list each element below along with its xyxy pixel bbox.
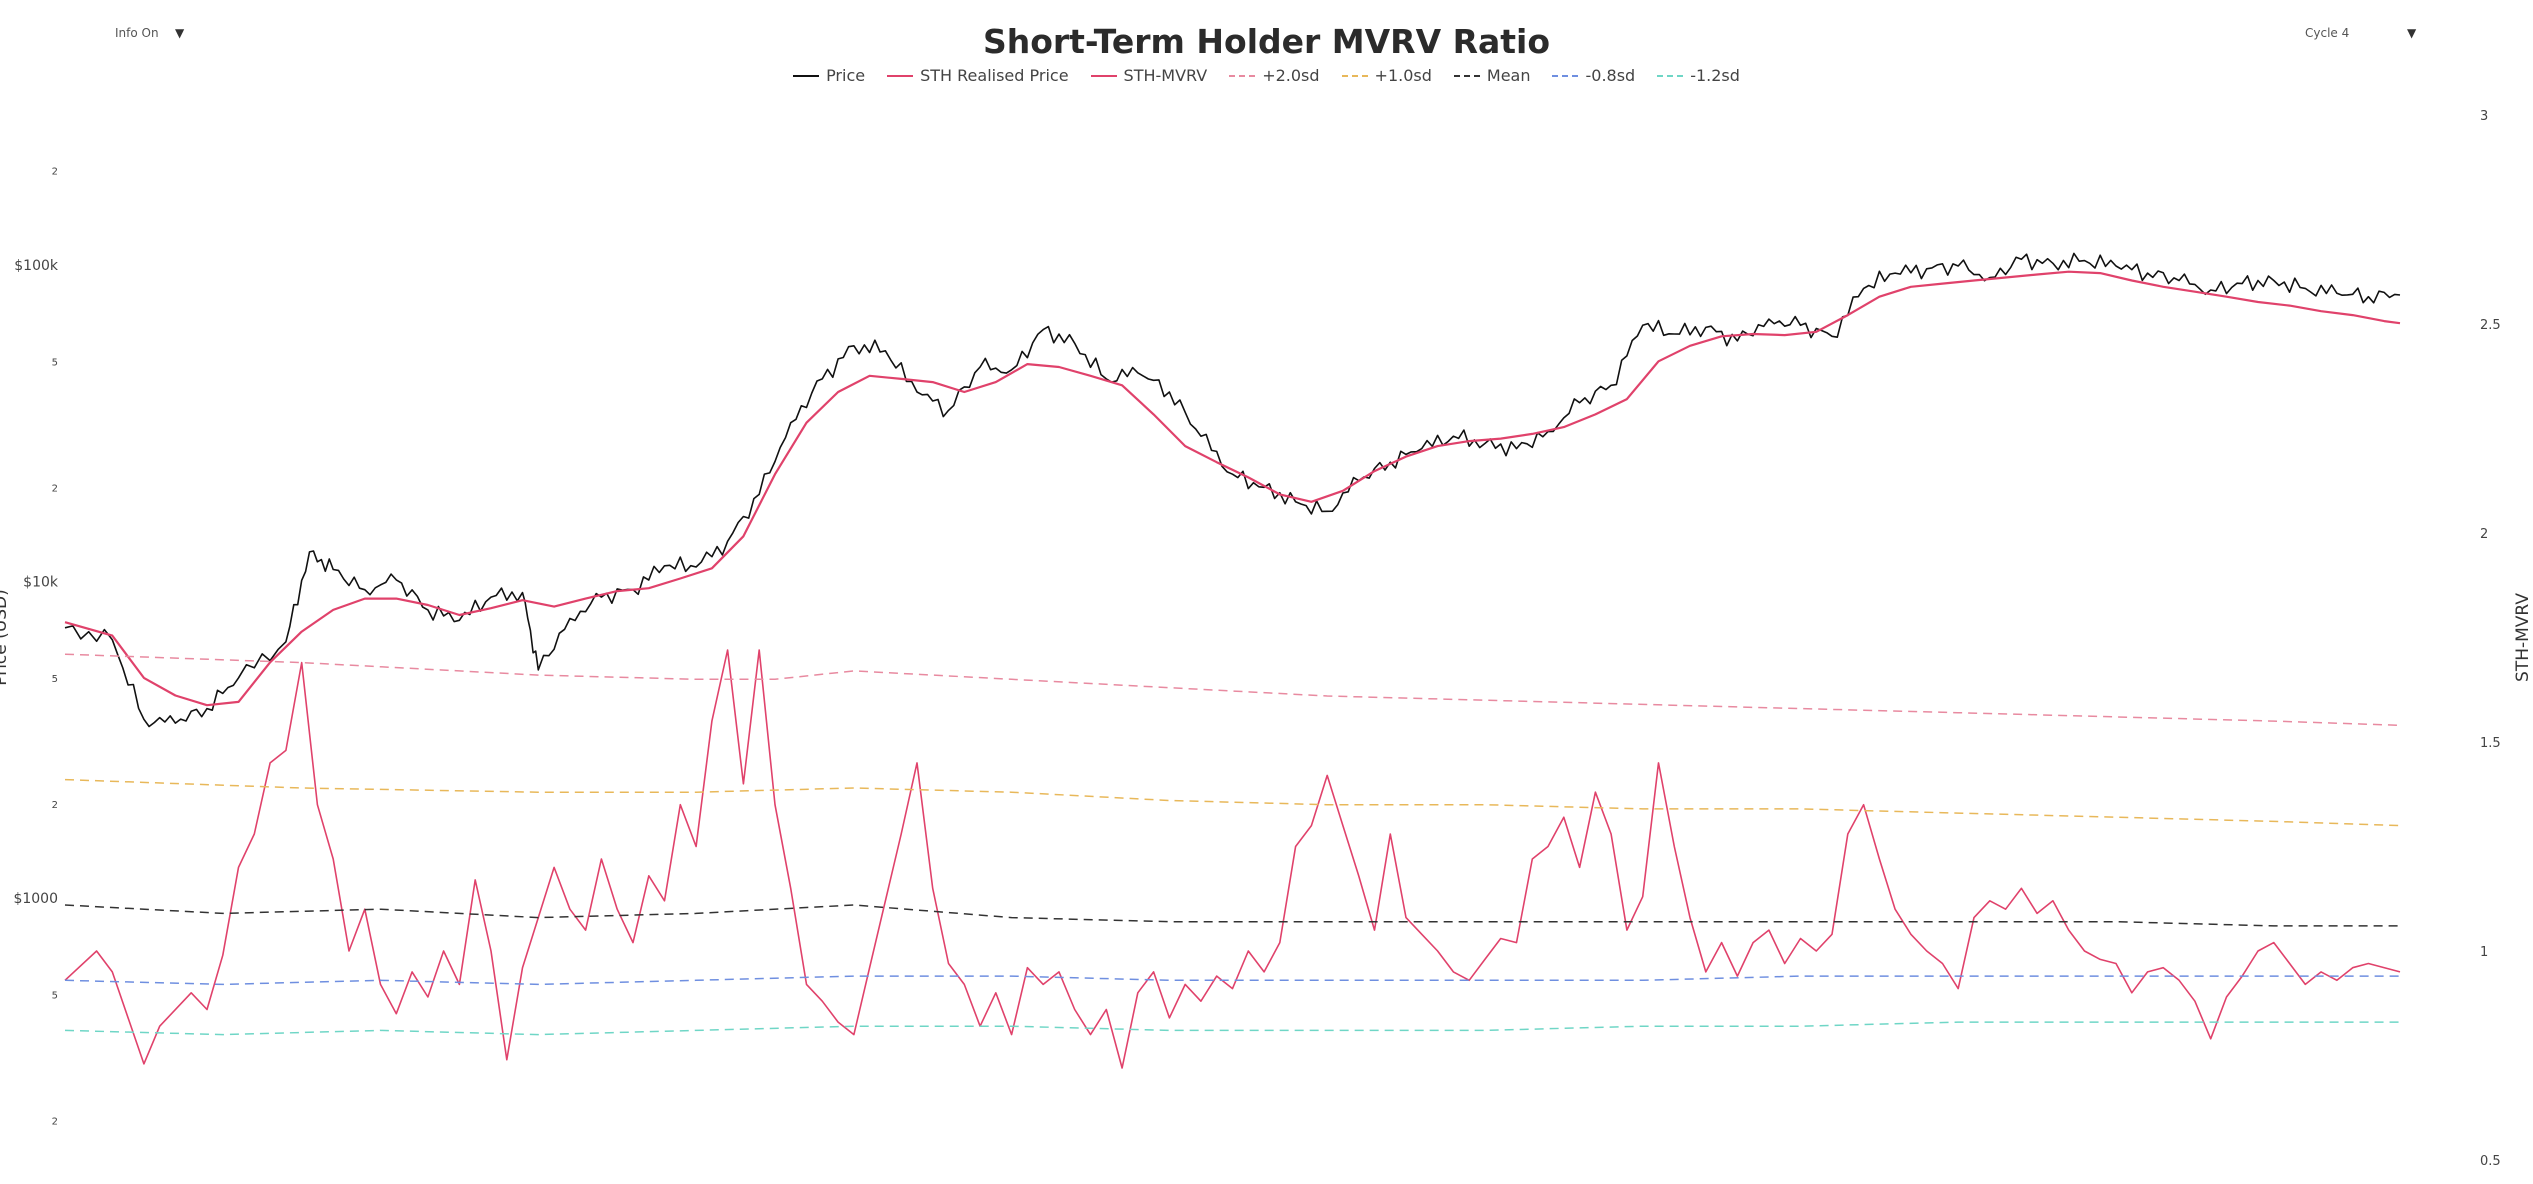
cycle-select-dropdown[interactable]: Cycle 4 ▼: [2305, 22, 2417, 44]
legend-item[interactable]: Mean: [1453, 66, 1531, 85]
legend-swatch: [1341, 74, 1368, 77]
y-left-tick-label: $10k: [23, 575, 59, 591]
legend-swatch: [887, 74, 914, 77]
legend-label: +2.0sd: [1262, 66, 1320, 85]
series-line--1-2sd: [64, 1021, 2400, 1036]
chart-legend: Price STH Realised Price STH-MVRV +2.0sd +1.…: [0, 66, 2533, 85]
y-left-tick-label: $100k: [14, 258, 59, 274]
legend-label: Price: [826, 66, 866, 85]
legend-item[interactable]: -0.8sd: [1552, 66, 1635, 85]
legend-label: -0.8sd: [1585, 66, 1636, 85]
legend-swatch: [1657, 74, 1684, 77]
legend-item[interactable]: Price: [793, 66, 865, 85]
chart-title: Short-Term Holder MVRV Ratio: [982, 22, 1551, 61]
legend-label: -1.2sd: [1690, 66, 1740, 85]
y-left-tick-label: 2: [52, 167, 58, 178]
legend-item[interactable]: STH Realised Price: [887, 66, 1069, 85]
y-left-axis-title: Price (USD): [0, 589, 11, 685]
legend-item[interactable]: STH-MVRV: [1090, 66, 1208, 85]
legend-swatch: [1552, 74, 1579, 77]
chevron-down-icon: ▼: [175, 26, 185, 40]
legend-swatch: [1229, 74, 1256, 77]
legend-swatch: [1453, 74, 1480, 77]
series-line-sth-realised-price: [64, 270, 2401, 707]
series-line--2-0sd: [64, 653, 2401, 727]
y-left-tick-label: 5: [52, 674, 58, 685]
legend-label: STH-MVRV: [1123, 66, 1208, 85]
legend-swatch: [1090, 74, 1117, 77]
y-left-tick-label: $1000: [13, 891, 58, 907]
legend-item[interactable]: -1.2sd: [1657, 66, 1740, 85]
series-line--1-0sd: [64, 778, 2401, 827]
legend-item[interactable]: +1.0sd: [1341, 66, 1432, 85]
y-right-tick-label: 0.5: [2480, 1154, 2501, 1169]
legend-item[interactable]: +2.0sd: [1229, 66, 1320, 85]
legend-swatch: [793, 74, 820, 77]
series-line-mean: [64, 904, 2400, 927]
legend-label: STH Realised Price: [920, 66, 1069, 85]
y-right-tick-label: 1: [2480, 945, 2488, 960]
info-toggle-label: Info On: [115, 26, 159, 40]
y-right-tick-label: 3: [2480, 109, 2488, 124]
y-right-axis-title: STH-MVRV: [2513, 593, 2533, 682]
y-left-tick-label: 2: [52, 800, 58, 811]
y-right-tick-label: 2.5: [2480, 318, 2501, 333]
info-toggle-dropdown[interactable]: Info On ▼: [115, 22, 195, 44]
y-right-tick-label: 2: [2480, 527, 2488, 542]
y-left-tick-label: 2: [52, 483, 58, 494]
series-line-price: [64, 252, 2401, 728]
chevron-down-icon: ▼: [2407, 26, 2417, 40]
y-left-tick-label: 5: [52, 990, 58, 1001]
cycle-select-label: Cycle 4: [2305, 26, 2350, 40]
y-left-tick-label: 5: [52, 357, 58, 368]
series-line--0-8sd: [64, 975, 2400, 986]
y-right-tick-label: 1.5: [2480, 736, 2501, 751]
legend-label: +1.0sd: [1374, 66, 1432, 85]
legend-label: Mean: [1486, 66, 1531, 85]
series-line-sth-mvrv: [64, 649, 2401, 1069]
y-left-tick-label: 2: [52, 1116, 58, 1127]
